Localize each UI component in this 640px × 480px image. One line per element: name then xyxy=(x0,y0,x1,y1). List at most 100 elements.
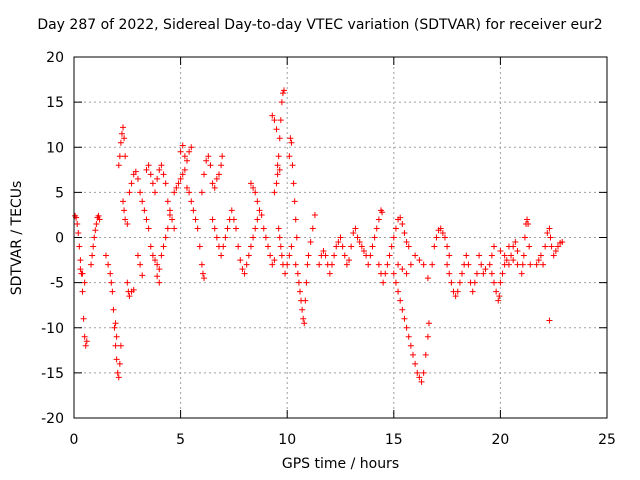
data-point xyxy=(495,297,502,304)
data-point xyxy=(503,257,510,264)
data-point xyxy=(230,216,237,223)
data-point xyxy=(143,216,150,223)
data-point xyxy=(105,261,112,268)
data-point xyxy=(301,320,308,327)
data-point xyxy=(542,243,549,250)
data-point xyxy=(134,175,141,182)
data-point xyxy=(169,216,176,223)
data-point xyxy=(390,234,397,241)
data-point xyxy=(122,153,129,160)
data-point xyxy=(341,252,348,259)
data-point xyxy=(288,139,295,146)
data-point xyxy=(425,320,432,327)
data-point xyxy=(326,270,333,277)
data-point xyxy=(360,248,367,255)
data-point xyxy=(392,225,399,232)
data-point xyxy=(192,216,199,223)
data-point xyxy=(186,189,193,196)
data-point xyxy=(546,225,553,232)
x-axis-ticks: 0 5 10 15 20 25 xyxy=(70,57,616,448)
data-point xyxy=(241,270,248,277)
data-point xyxy=(540,261,547,268)
data-point xyxy=(486,261,493,268)
data-point xyxy=(552,248,559,255)
data-point xyxy=(403,270,410,277)
data-point xyxy=(81,279,88,286)
data-point xyxy=(473,270,480,277)
data-point xyxy=(205,153,212,160)
data-point xyxy=(488,252,495,259)
data-point xyxy=(77,257,84,264)
data-point xyxy=(497,248,504,255)
data-point xyxy=(111,324,118,331)
data-point xyxy=(519,261,526,268)
data-point xyxy=(154,175,161,182)
data-point xyxy=(260,225,267,232)
data-point xyxy=(429,261,436,268)
data-point xyxy=(160,243,167,250)
data-point xyxy=(258,211,265,218)
data-point xyxy=(320,248,327,255)
data-point xyxy=(409,351,416,358)
data-point xyxy=(118,130,125,137)
data-point xyxy=(382,270,389,277)
data-point xyxy=(358,243,365,250)
data-point xyxy=(277,243,284,250)
data-point xyxy=(196,243,203,250)
data-point xyxy=(335,239,342,246)
data-point xyxy=(289,162,296,169)
data-point xyxy=(397,214,404,221)
data-point xyxy=(233,225,240,232)
data-point xyxy=(424,333,431,340)
data-point xyxy=(166,211,173,218)
data-point xyxy=(181,153,188,160)
data-point xyxy=(407,342,414,349)
data-point xyxy=(250,184,257,191)
data-point xyxy=(188,144,195,151)
data-point xyxy=(337,234,344,241)
data-point xyxy=(276,135,283,142)
data-point xyxy=(218,252,225,259)
data-point xyxy=(299,306,306,313)
data-point xyxy=(296,288,303,295)
data-point xyxy=(505,261,512,268)
data-point xyxy=(179,142,186,149)
data-point xyxy=(459,270,466,277)
data-point xyxy=(273,180,280,187)
data-point xyxy=(401,229,408,236)
data-point xyxy=(403,239,410,246)
data-point xyxy=(113,356,120,363)
data-point xyxy=(121,135,128,142)
data-point xyxy=(271,257,278,264)
data-point xyxy=(215,171,222,178)
data-point xyxy=(518,270,525,277)
data-point xyxy=(390,270,397,277)
data-point xyxy=(109,288,116,295)
data-point xyxy=(304,261,311,268)
data-point xyxy=(209,180,216,187)
data-point xyxy=(431,243,438,250)
data-point xyxy=(514,248,521,255)
data-point xyxy=(181,166,188,173)
data-point xyxy=(350,229,357,236)
data-point xyxy=(152,257,159,264)
data-point xyxy=(276,234,283,241)
data-point xyxy=(399,306,406,313)
data-point xyxy=(201,171,208,178)
data-point xyxy=(416,374,423,381)
data-point xyxy=(446,270,453,277)
data-point xyxy=(525,220,532,227)
data-point xyxy=(292,216,299,223)
data-point xyxy=(392,279,399,286)
data-point xyxy=(499,270,506,277)
data-point xyxy=(328,261,335,268)
data-point xyxy=(265,243,272,250)
data-point xyxy=(254,198,261,205)
data-point xyxy=(124,220,131,227)
data-point xyxy=(292,261,299,268)
data-point xyxy=(267,252,274,259)
data-point xyxy=(375,261,382,268)
data-point xyxy=(175,180,182,187)
data-point xyxy=(295,279,302,286)
